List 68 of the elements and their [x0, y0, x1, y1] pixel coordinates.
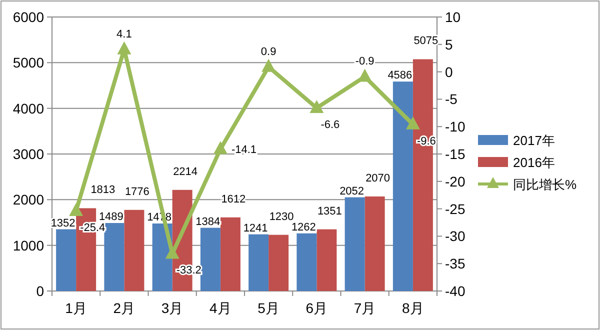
data-label: 1384: [196, 216, 220, 228]
y-tick-label: 6000: [12, 9, 44, 25]
y-tick-label: 3000: [12, 146, 44, 162]
legend-label: 同比增长%: [513, 177, 577, 192]
data-label: 0.9: [260, 46, 276, 58]
point: [165, 246, 180, 259]
data-label: 2214: [173, 166, 198, 178]
bar: [56, 229, 76, 291]
point: [310, 100, 324, 113]
x-tick-label: 4月: [210, 300, 232, 316]
y2-tick-label: -30: [445, 228, 466, 244]
y-tick-label: 0: [36, 283, 44, 299]
bar: [220, 217, 240, 291]
y-tick-label: 5000: [12, 54, 44, 71]
point: [213, 141, 228, 154]
y2-tick-label: -10: [445, 118, 466, 135]
data-label: 1351: [317, 205, 342, 218]
x-tick-label: 6月: [306, 300, 328, 316]
data-label: 1776: [124, 186, 150, 198]
data-label: -6.6: [320, 118, 340, 131]
data-label: 1241: [243, 222, 268, 234]
data-label: 1489: [98, 211, 124, 223]
data-label: 1230: [269, 210, 294, 223]
y2-tick-label: -5: [445, 91, 458, 108]
data-label: 1813: [90, 184, 116, 196]
x-tick-label: 1月: [65, 300, 87, 316]
bar: [268, 234, 289, 291]
x-tick-label: 5月: [258, 300, 280, 316]
bar: [392, 82, 413, 291]
data-label: 1352: [50, 217, 76, 230]
data-label: -14.1: [231, 144, 257, 156]
point: [69, 202, 84, 216]
x-tick-label: 7月: [354, 300, 376, 316]
data-label: 2070: [366, 172, 390, 184]
bar: [200, 228, 220, 291]
bar: [296, 233, 317, 291]
data-label: -0.9: [355, 56, 374, 68]
y2-tick-label: 0: [445, 64, 453, 80]
x-tick-label: 8月: [402, 300, 424, 316]
data-label: 1262: [291, 221, 316, 234]
y2-tick-label: -20: [445, 173, 466, 190]
bar: [124, 210, 144, 291]
bar: [364, 196, 385, 291]
y2-tick-label: 10: [445, 9, 461, 25]
y2-tick-label: -25: [445, 200, 466, 217]
bar: [104, 223, 124, 291]
y-tick-label: 4000: [12, 100, 44, 116]
point: [406, 116, 420, 130]
y-tick-label: 1000: [12, 237, 44, 254]
data-label: 5075: [414, 35, 438, 48]
x-tick-label: 3月: [161, 300, 184, 316]
x-tick-label: 2月: [113, 300, 136, 316]
data-label: 2052: [340, 185, 364, 198]
data-label: 1612: [221, 193, 246, 206]
data-label: 4.1: [116, 28, 132, 40]
data-label: 4586: [388, 70, 412, 82]
y2-tick-label: 5: [445, 36, 453, 52]
bar: [344, 197, 365, 291]
y2-tick-label: -40: [445, 283, 466, 299]
legend-label: 2016年: [513, 155, 555, 170]
y2-tick-label: -15: [445, 146, 466, 162]
bar: [248, 234, 269, 291]
y-tick-label: 2000: [12, 192, 44, 208]
point: [262, 58, 276, 72]
y2-tick-label: -35: [445, 256, 466, 272]
legend-label: 2017年: [513, 133, 555, 148]
point: [117, 41, 132, 54]
bar: [316, 229, 337, 291]
